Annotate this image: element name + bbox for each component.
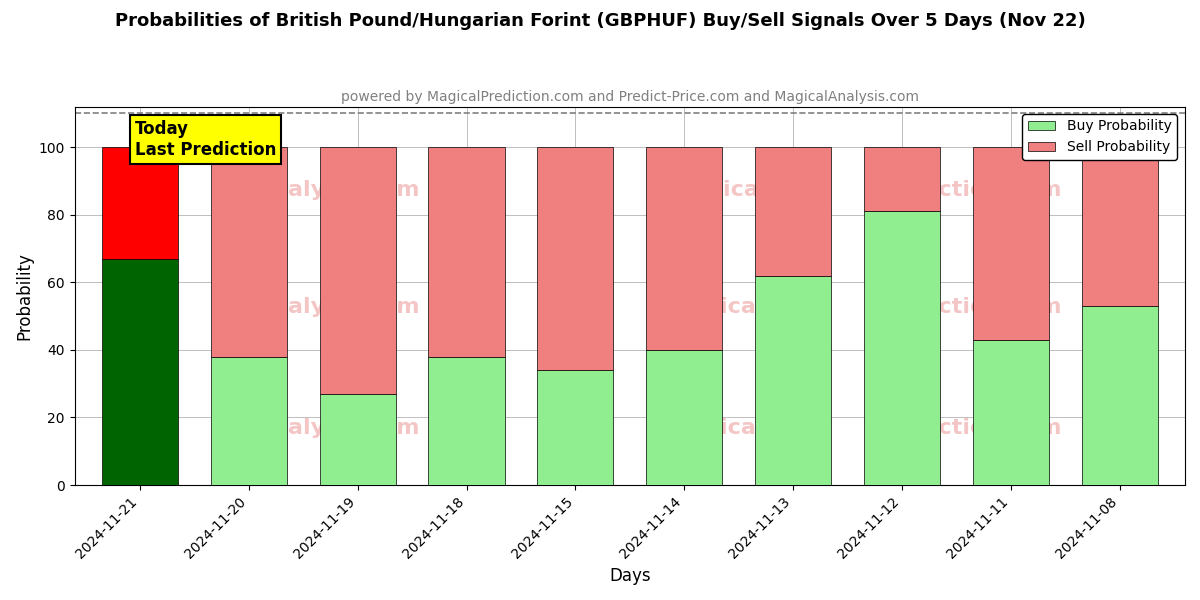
Text: Today
Last Prediction: Today Last Prediction — [134, 120, 276, 159]
Bar — [646, 350, 722, 485]
Bar — [755, 275, 832, 485]
Bar — [973, 147, 1049, 340]
Legend: Buy Probability, Sell Probability: Buy Probability, Sell Probability — [1022, 114, 1177, 160]
Text: Probabilities of British Pound/Hungarian Forint (GBPHUF) Buy/Sell Signals Over 5: Probabilities of British Pound/Hungarian… — [115, 12, 1085, 30]
Text: calAnalysis.com: calAnalysis.com — [218, 180, 419, 200]
Bar — [211, 147, 287, 356]
Bar — [646, 147, 722, 350]
Bar — [864, 147, 940, 211]
Text: lPrediction.com: lPrediction.com — [865, 180, 1061, 200]
Bar — [319, 394, 396, 485]
Text: Magicall: Magicall — [666, 297, 770, 317]
Text: calAnalysis.com: calAnalysis.com — [218, 297, 419, 317]
Bar — [755, 147, 832, 275]
Bar — [538, 147, 613, 370]
X-axis label: Days: Days — [610, 567, 650, 585]
Bar — [973, 340, 1049, 485]
Bar — [102, 259, 178, 485]
Bar — [211, 356, 287, 485]
Y-axis label: Probability: Probability — [16, 252, 34, 340]
Text: Magicall: Magicall — [666, 418, 770, 438]
Bar — [428, 147, 505, 356]
Bar — [428, 356, 505, 485]
Text: calAnalysis.com: calAnalysis.com — [218, 418, 419, 438]
Text: lPrediction.com: lPrediction.com — [865, 297, 1061, 317]
Text: Magical: Magical — [671, 180, 767, 200]
Bar — [864, 211, 940, 485]
Bar — [1081, 147, 1158, 306]
Title: powered by MagicalPrediction.com and Predict-Price.com and MagicalAnalysis.com: powered by MagicalPrediction.com and Pre… — [341, 90, 919, 104]
Bar — [319, 147, 396, 394]
Bar — [102, 147, 178, 259]
Bar — [538, 370, 613, 485]
Bar — [1081, 306, 1158, 485]
Text: lPrediction.com: lPrediction.com — [865, 418, 1061, 438]
